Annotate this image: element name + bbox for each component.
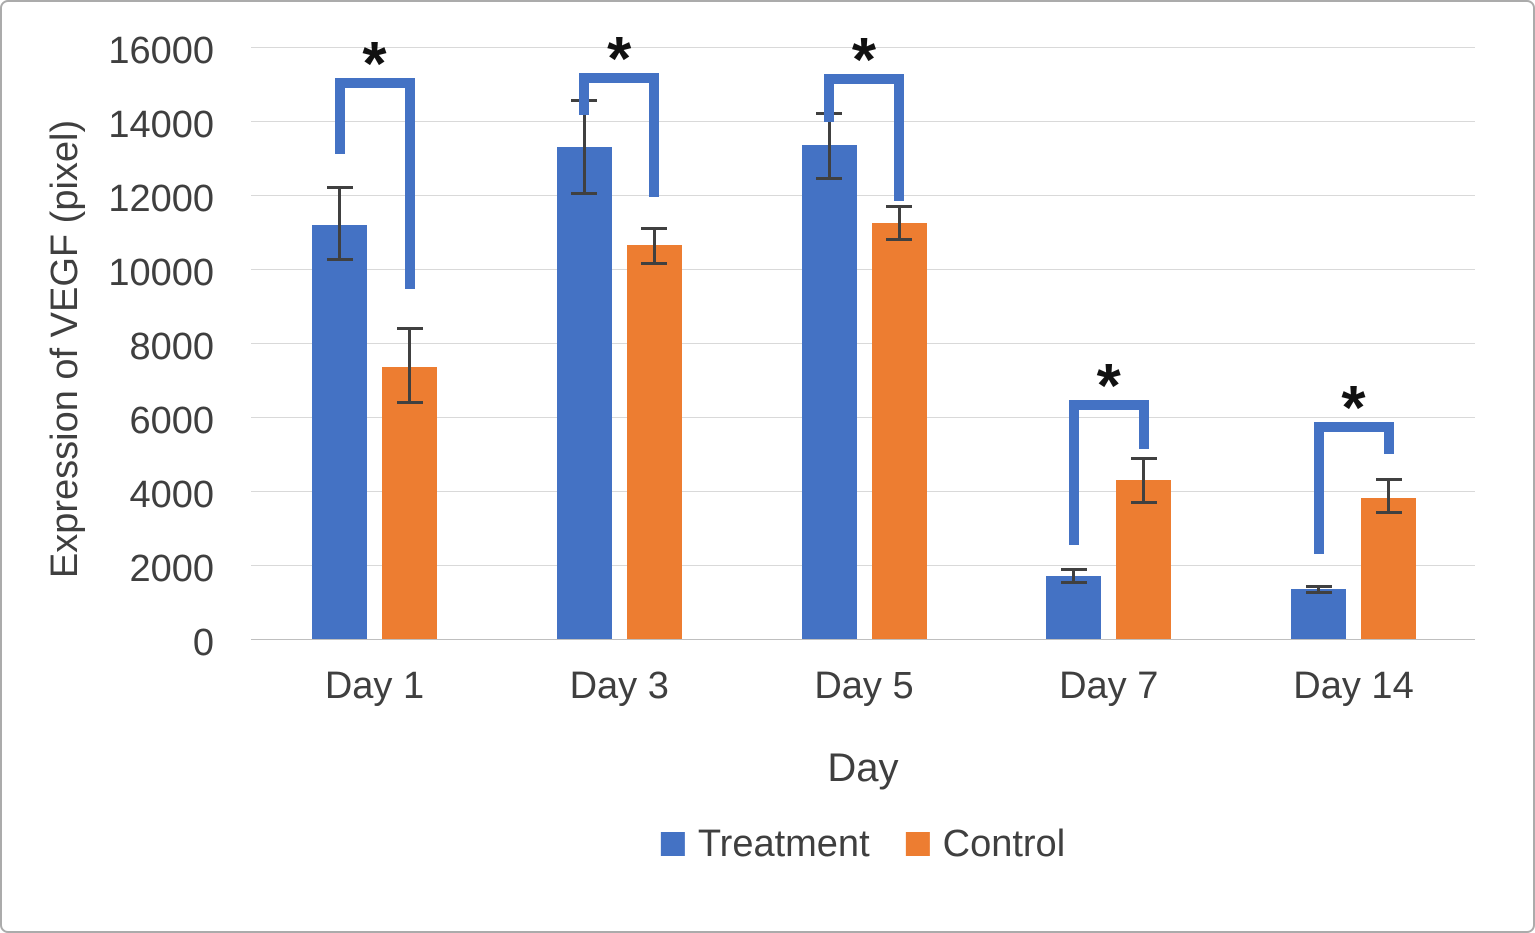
bracket-right-day-5	[894, 74, 904, 201]
x-tick-label-day-7: Day 7	[1059, 665, 1159, 707]
error-bar-treatment-day-14	[1317, 586, 1320, 592]
error-bar-control-day-1	[408, 328, 411, 403]
bracket-top-day-14	[1313, 421, 1394, 432]
x-axis-title: Day	[827, 746, 899, 790]
gridline-8000	[251, 343, 1475, 344]
bracket-top-day-5	[824, 74, 904, 84]
bar-control-day-3	[626, 244, 682, 639]
bar-control-day-1	[382, 367, 437, 639]
gridline-6000	[251, 417, 1475, 418]
error-bar-control-day-3	[652, 228, 656, 264]
significance-asterisk-day-1: *	[362, 30, 387, 100]
error-cap-bottom-control-day-1	[396, 400, 423, 404]
error-cap-bottom-treatment-day-1	[326, 258, 353, 262]
error-bar-control-day-5	[897, 206, 901, 240]
bracket-left-day-7	[1068, 399, 1079, 546]
bracket-right-day-14	[1383, 421, 1394, 454]
y-tick-label-4000: 4000	[129, 474, 214, 516]
error-bar-control-day-7	[1142, 458, 1146, 503]
legend-label-control: Control	[942, 823, 1066, 865]
bracket-top-day-7	[1068, 399, 1149, 410]
error-cap-top-control-day-3	[641, 226, 668, 230]
legend-swatch-control	[905, 832, 930, 856]
significance-asterisk-day-5: *	[851, 26, 877, 95]
bar-treatment-day-5	[801, 145, 857, 639]
x-tick-label-day-1: Day 1	[324, 665, 425, 707]
plot-area	[251, 47, 1475, 640]
error-bar-control-day-14	[1387, 479, 1390, 513]
x-tick-label-day-5: Day 5	[814, 665, 914, 707]
significance-asterisk-day-7: *	[1096, 351, 1121, 421]
error-cap-bottom-treatment-day-14	[1305, 590, 1332, 594]
legend-item-treatment: Treatment	[660, 823, 870, 865]
legend-item-control: Control	[905, 823, 1066, 865]
error-bar-treatment-day-5	[827, 113, 831, 179]
bar-control-day-5	[871, 222, 927, 639]
y-tick-label-6000: 6000	[129, 400, 214, 442]
error-cap-bottom-control-day-14	[1375, 510, 1402, 514]
bracket-right-day-1	[404, 78, 415, 289]
error-cap-top-treatment-day-14	[1305, 584, 1332, 588]
bar-treatment-day-14	[1291, 589, 1346, 639]
bar-treatment-day-1	[312, 224, 367, 639]
x-tick-label-day-14: Day 14	[1293, 665, 1414, 707]
y-tick-label-12000: 12000	[108, 178, 214, 220]
bar-treatment-day-7	[1046, 576, 1102, 639]
bar-treatment-day-3	[556, 146, 612, 639]
y-tick-label-2000: 2000	[129, 548, 214, 590]
legend: Treatment Control	[660, 823, 1066, 865]
error-cap-top-treatment-day-7	[1060, 568, 1087, 572]
bracket-right-day-7	[1138, 399, 1149, 450]
error-bar-treatment-day-3	[582, 100, 586, 194]
error-cap-bottom-treatment-day-7	[1060, 580, 1087, 584]
bar-control-day-7	[1116, 479, 1172, 639]
bracket-top-day-1	[334, 78, 415, 89]
significance-asterisk-day-3: *	[607, 24, 632, 94]
error-cap-top-control-day-1	[396, 326, 423, 330]
bracket-top-day-3	[579, 72, 660, 83]
error-cap-top-treatment-day-1	[326, 186, 353, 190]
bracket-right-day-3	[649, 72, 660, 197]
bracket-left-day-3	[579, 72, 590, 116]
error-cap-top-control-day-14	[1375, 478, 1402, 482]
error-cap-bottom-control-day-3	[641, 261, 668, 265]
error-bar-treatment-day-7	[1072, 569, 1076, 582]
bracket-left-day-14	[1313, 421, 1324, 554]
error-cap-top-control-day-7	[1130, 457, 1157, 461]
gridline-10000	[251, 269, 1475, 270]
legend-swatch-treatment	[660, 832, 685, 856]
gridline-4000	[251, 491, 1475, 492]
bracket-left-day-1	[334, 78, 345, 155]
y-tick-label-10000: 10000	[108, 252, 214, 294]
error-cap-top-control-day-5	[886, 204, 912, 208]
y-tick-label-0: 0	[192, 622, 214, 664]
gridline-0	[251, 639, 1475, 640]
error-cap-bottom-control-day-7	[1130, 500, 1157, 504]
gridline-14000	[251, 121, 1475, 122]
gridline-12000	[251, 195, 1475, 196]
error-bar-treatment-day-1	[338, 187, 341, 260]
y-tick-label-8000: 8000	[129, 326, 214, 368]
gridline-2000	[251, 565, 1475, 566]
y-tick-label-16000: 16000	[108, 30, 214, 72]
error-cap-bottom-treatment-day-5	[816, 176, 842, 180]
error-cap-bottom-control-day-5	[886, 237, 912, 241]
y-tick-label-14000: 14000	[108, 104, 214, 146]
x-tick-label-day-3: Day 3	[569, 665, 669, 707]
bar-control-day-14	[1361, 498, 1416, 639]
error-cap-bottom-treatment-day-3	[571, 191, 598, 195]
legend-label-treatment: Treatment	[697, 823, 870, 865]
bracket-left-day-5	[824, 74, 834, 123]
significance-asterisk-day-14: *	[1341, 373, 1366, 443]
gridline-16000	[251, 47, 1475, 48]
